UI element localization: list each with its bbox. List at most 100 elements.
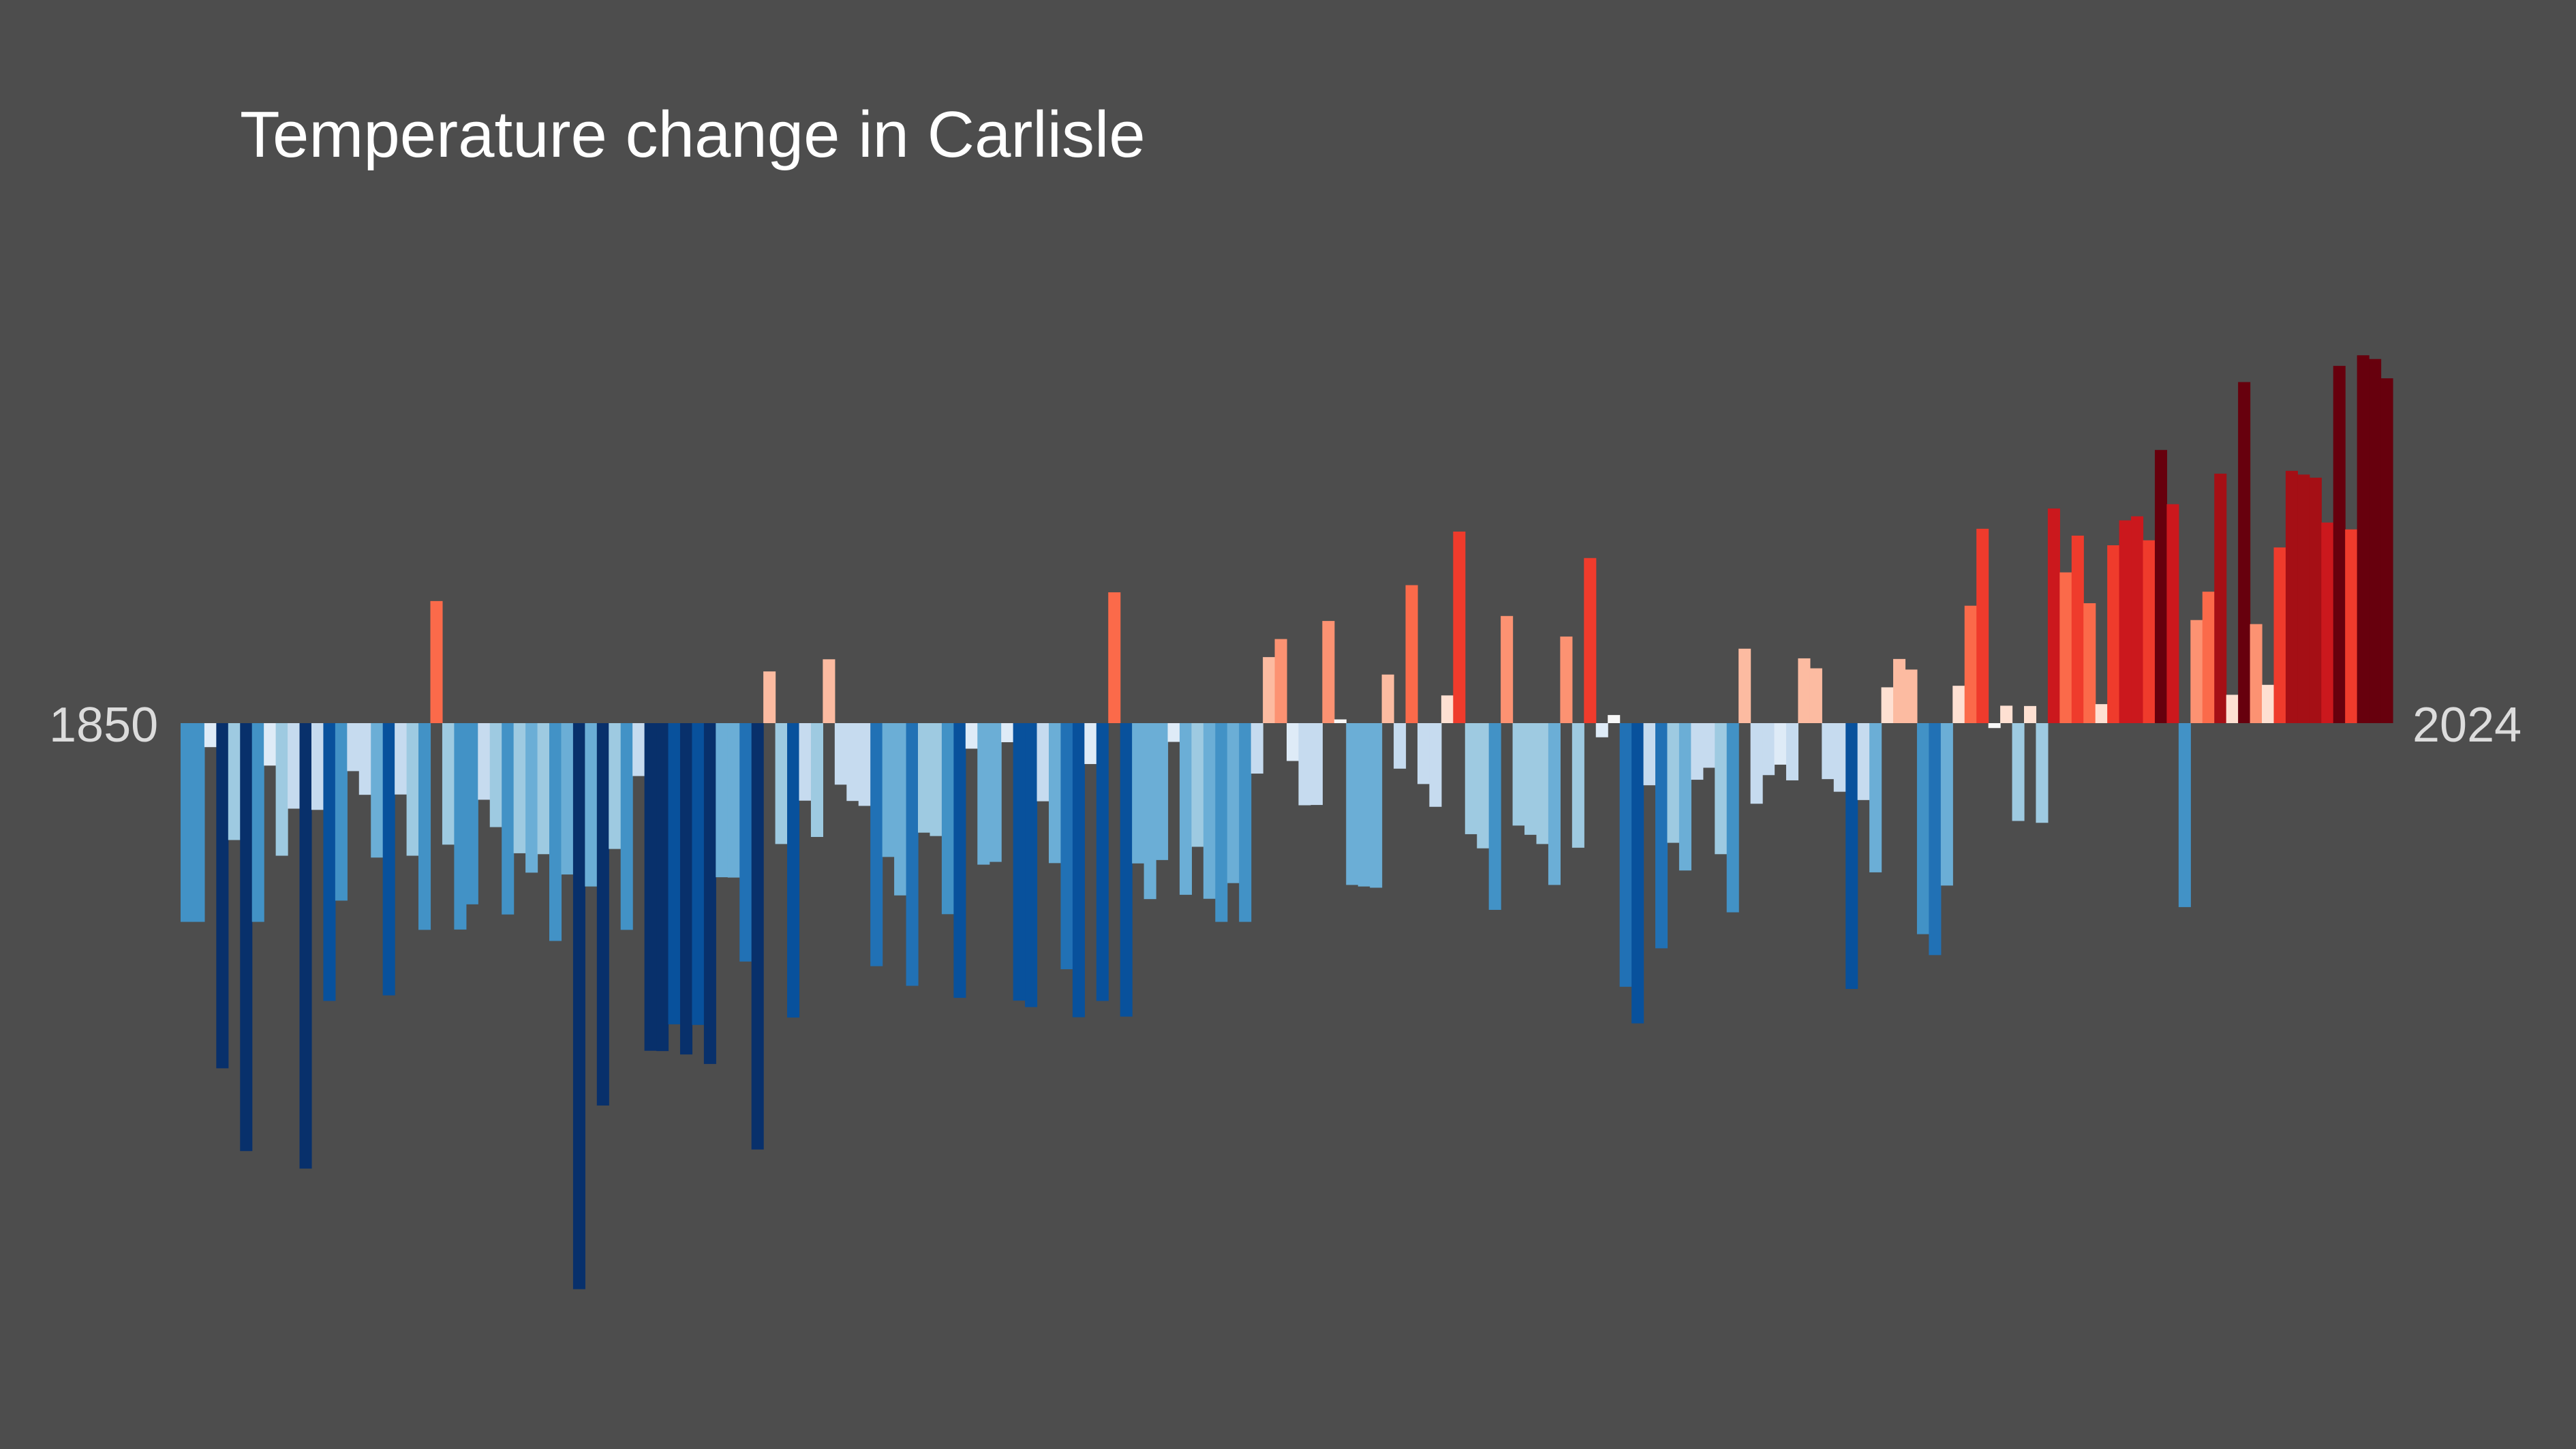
bar-1870 [418, 723, 431, 930]
bar-2021 [2214, 473, 2227, 723]
end-year-label: 2024 [2412, 698, 2522, 752]
bar-1935 [1191, 723, 1204, 847]
bar-2024 [2250, 624, 2263, 723]
bar-1901 [787, 723, 800, 1018]
bar-1941 [1263, 657, 1276, 723]
bar-1856 [251, 723, 264, 922]
bar-1998 [1940, 723, 1953, 886]
bar-1916 [965, 723, 978, 749]
bar-1997 [1929, 723, 1942, 956]
bar-1893 [692, 723, 705, 1025]
bar-1908 [870, 723, 883, 966]
bar-1959 [1477, 723, 1490, 849]
chart-title: Temperature change in Carlisle [240, 98, 1146, 171]
bar-1891 [668, 723, 681, 1024]
bar-1986 [1798, 658, 1811, 723]
bar-1885 [596, 723, 609, 1106]
bar-1913 [930, 723, 942, 836]
bar-1921 [1025, 723, 1038, 1007]
bar-1934 [1179, 723, 1192, 895]
bar-1985 [1785, 723, 1799, 780]
bar-1948 [1346, 723, 1359, 885]
bar-2000 [1964, 605, 1977, 723]
bar-2011 [2095, 704, 2108, 723]
bar-2026 [2273, 547, 2286, 723]
bar-1867 [382, 723, 395, 996]
bar-1969 [1595, 723, 1608, 737]
bar-2012 [2107, 545, 2120, 723]
bar-1974 [1655, 723, 1668, 949]
bar-1943 [1287, 723, 1300, 761]
bar-1904 [823, 659, 835, 723]
bar-1957 [1453, 531, 1466, 723]
bar-1990 [1845, 723, 1858, 989]
bar-1860 [299, 723, 312, 1169]
bar-2030 [2321, 522, 2334, 723]
bar-1880 [537, 723, 550, 855]
bar-1917 [977, 723, 990, 865]
bar-1949 [1358, 723, 1370, 887]
bar-2008 [2059, 572, 2072, 723]
bar-1975 [1667, 723, 1680, 843]
start-year-label: 1850 [49, 698, 159, 752]
bar-1896 [727, 723, 740, 878]
bar-2006 [2036, 723, 2049, 823]
bar-1952 [1394, 723, 1407, 769]
bar-2027 [2285, 470, 2298, 723]
bar-1939 [1239, 723, 1252, 922]
bar-1996 [1916, 723, 1929, 934]
bar-1966 [1560, 636, 1573, 723]
bar-1925 [1072, 723, 1085, 1018]
bar-2019 [2190, 620, 2203, 723]
bar-2034 [2369, 359, 2382, 723]
bar-1910 [894, 723, 907, 896]
bar-2016 [2154, 450, 2168, 723]
bar-1947 [1334, 719, 1347, 723]
bar-1984 [1774, 723, 1787, 765]
bar-1873 [454, 723, 467, 930]
bar-2014 [2131, 516, 2144, 723]
bar-1977 [1691, 723, 1704, 780]
bar-2033 [2357, 355, 2370, 723]
bar-1892 [679, 723, 693, 1055]
bar-1886 [609, 723, 622, 849]
bar-1914 [941, 723, 954, 915]
bar-1961 [1501, 615, 1514, 723]
bar-2013 [2119, 520, 2132, 723]
bar-1879 [525, 723, 538, 873]
bar-1942 [1274, 639, 1287, 723]
bar-1951 [1381, 674, 1394, 723]
bar-1855 [240, 723, 253, 1151]
bar-1887 [620, 723, 633, 930]
bar-1858 [275, 723, 288, 856]
bar-1965 [1548, 723, 1561, 885]
bar-2022 [2226, 695, 2239, 723]
bar-1940 [1251, 723, 1263, 774]
bar-1982 [1750, 723, 1763, 804]
bar-1889 [644, 723, 657, 1051]
bar-1936 [1203, 723, 1216, 899]
bar-2032 [2345, 529, 2358, 723]
bar-1875 [478, 723, 491, 800]
bar-1903 [810, 723, 823, 837]
bar-1866 [371, 723, 384, 858]
bar-2031 [2333, 365, 2346, 723]
bar-2005 [2024, 705, 2037, 723]
bar-2018 [2178, 723, 2191, 907]
bar-1862 [323, 723, 336, 1001]
bar-1995 [1905, 669, 1918, 723]
bar-1960 [1488, 723, 1501, 910]
bar-1993 [1881, 687, 1894, 723]
bar-1964 [1536, 723, 1549, 844]
bar-2002 [1988, 723, 2001, 729]
bar-1915 [953, 723, 966, 998]
bar-1989 [1833, 723, 1846, 792]
bar-1999 [1952, 686, 1965, 723]
bar-1852 [204, 723, 217, 748]
bar-1909 [882, 723, 895, 857]
bar-1895 [716, 723, 729, 878]
bar-1876 [489, 723, 502, 827]
bar-1933 [1167, 723, 1180, 742]
bar-1987 [1809, 668, 1822, 723]
bar-1868 [395, 723, 408, 795]
